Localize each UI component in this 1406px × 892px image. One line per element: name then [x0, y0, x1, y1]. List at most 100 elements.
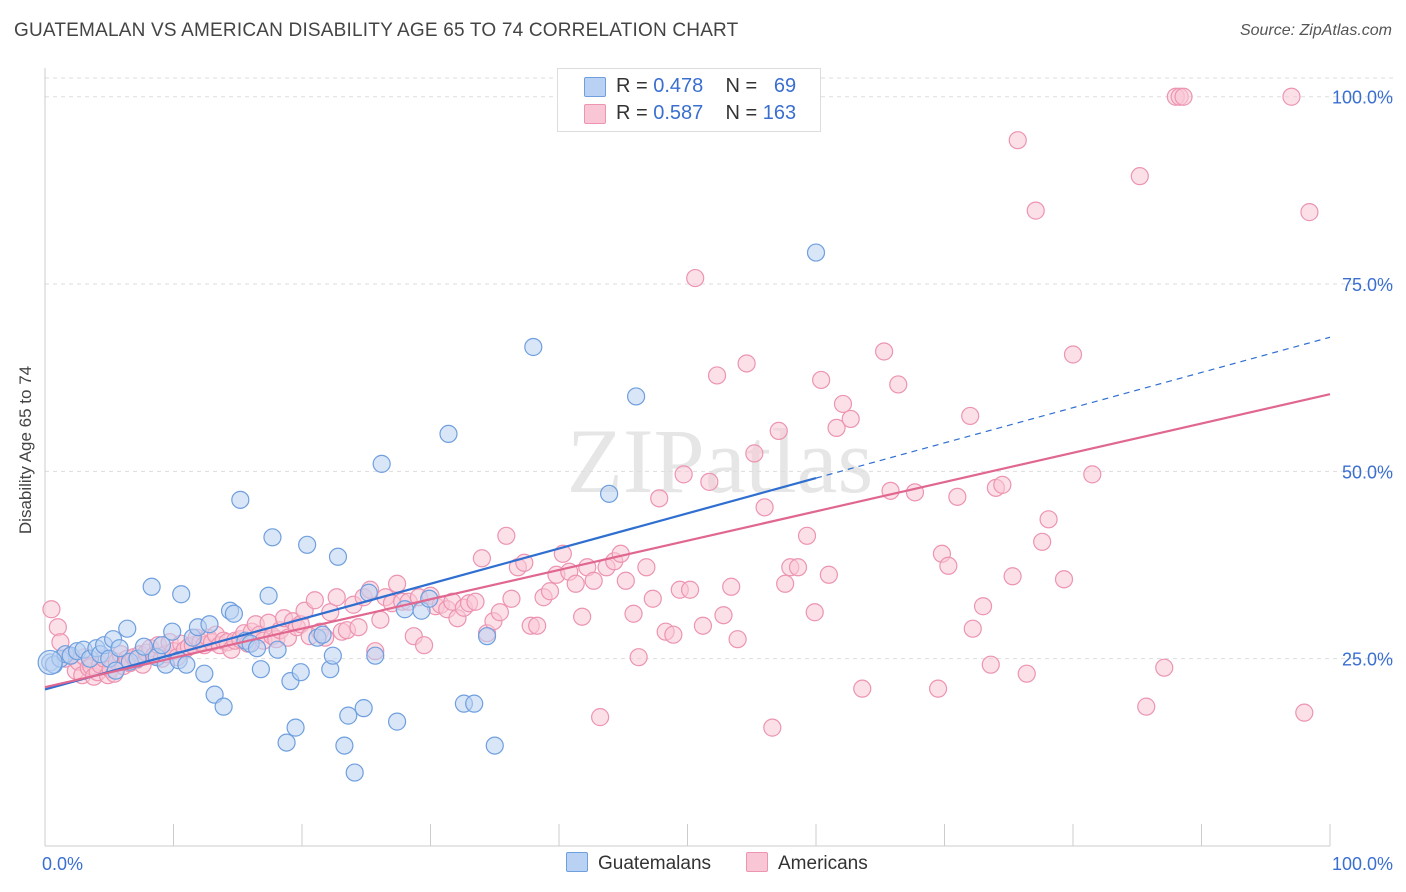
- americans-point: [674, 465, 693, 484]
- legend-n-label: N =: [725, 102, 758, 124]
- americans-point: [737, 354, 756, 373]
- guatemalans-point: [286, 718, 305, 737]
- americans-point: [769, 421, 788, 441]
- americans-point: [714, 606, 733, 625]
- americans-point: [629, 648, 648, 667]
- americans-point: [948, 487, 967, 506]
- americans-point: [680, 580, 700, 599]
- legend-n-label: N =: [725, 75, 758, 97]
- guatemalans-swatch: [584, 77, 606, 97]
- americans-point: [650, 489, 669, 508]
- americans-point: [722, 577, 741, 596]
- guatemalans-point: [323, 646, 342, 665]
- chart-title: GUATEMALAN VS AMERICAN DISABILITY AGE 65…: [14, 20, 739, 41]
- x-tick-label-max: 100.0%: [1332, 854, 1393, 874]
- americans-trendline: [44, 393, 1331, 689]
- americans-point: [1026, 201, 1045, 220]
- americans-point: [497, 526, 516, 545]
- americans-point: [472, 549, 491, 568]
- x-tick-label-min: 0.0%: [42, 854, 83, 874]
- guatemalans-point: [152, 636, 172, 655]
- americans-point: [1033, 532, 1052, 551]
- americans-point: [371, 610, 390, 629]
- guatemalans-point: [339, 706, 358, 725]
- correlation-legend: R = 0.478 N = 69 R = 0.587 N = 163: [557, 68, 821, 132]
- guatemalans-point: [354, 699, 373, 718]
- guatemalans-point-cluster: [37, 649, 63, 676]
- guatemalans-point: [328, 547, 348, 566]
- americans-point: [490, 603, 509, 622]
- americans-point: [1282, 87, 1301, 106]
- guatemalans-point: [298, 535, 317, 554]
- americans-point: [686, 268, 705, 288]
- americans-point: [939, 556, 958, 575]
- americans-point: [387, 574, 407, 593]
- americans-point: [805, 603, 824, 622]
- guatemalans-point: [524, 337, 543, 357]
- americans-point: [700, 472, 719, 491]
- americans-point: [763, 718, 782, 737]
- y-tick-label: 100.0%: [1332, 88, 1393, 108]
- americans-point: [728, 630, 747, 649]
- guatemalans-point: [291, 663, 310, 682]
- americans-point: [502, 589, 521, 608]
- americans-point: [1063, 345, 1083, 364]
- americans-point: [1295, 703, 1314, 722]
- legend-r-label: R =: [616, 102, 648, 124]
- americans-point: [928, 679, 948, 698]
- americans-swatch: [584, 104, 606, 124]
- americans-point: [637, 558, 656, 577]
- americans-point: [993, 475, 1012, 494]
- americans-point: [528, 616, 547, 635]
- guatemalans-point: [263, 528, 282, 547]
- americans-point: [833, 394, 853, 414]
- americans-point: [573, 607, 592, 626]
- y-axis-label: Disability Age 65 to 74: [16, 365, 35, 535]
- guatemalans-point: [195, 664, 214, 683]
- americans-point: [853, 679, 872, 698]
- guatemalans-point: [110, 639, 129, 658]
- guatemalans-point: [247, 639, 267, 658]
- guatemalans-point: [313, 625, 332, 644]
- guatemalans-point: [485, 736, 504, 755]
- guatemalans-point: [163, 622, 182, 641]
- americans-point: [889, 375, 908, 394]
- americans-point: [875, 342, 894, 361]
- americans-point: [797, 526, 817, 545]
- guatemalans-point: [477, 627, 497, 646]
- americans-point: [1130, 167, 1149, 186]
- legend-r-label: R =: [616, 75, 648, 97]
- y-tick-label: 25.0%: [1342, 650, 1393, 670]
- americans-point: [305, 591, 324, 610]
- americans-point: [1003, 567, 1022, 586]
- americans-point: [42, 600, 61, 619]
- guatemalans-point: [177, 655, 196, 674]
- guatemalans-point: [372, 454, 391, 473]
- guatemalans-point: [345, 763, 364, 782]
- americans-point: [1017, 664, 1036, 683]
- guatemalans-point: [600, 484, 619, 503]
- bottom-legend-guatemalans: Guatemalans: [566, 852, 711, 875]
- americans-point: [827, 418, 846, 438]
- americans-point: [1174, 87, 1193, 106]
- americans-point: [776, 574, 795, 593]
- guatemalans-point: [259, 586, 278, 605]
- americans-point: [755, 498, 774, 517]
- guatemalans-point: [231, 490, 250, 509]
- guatemalans-point: [224, 604, 243, 623]
- americans-point: [788, 558, 808, 577]
- guatemalans-point: [626, 387, 646, 406]
- guatemalans-point: [142, 577, 161, 596]
- americans-point: [981, 655, 1000, 674]
- bottom-legend-americans: Americans: [746, 852, 868, 875]
- americans-point: [540, 582, 560, 601]
- americans-point: [819, 565, 838, 584]
- americans-point: [745, 444, 764, 463]
- y-tick-label: 50.0%: [1342, 462, 1393, 482]
- guatemalans-point: [251, 660, 270, 679]
- source-label: Source: ZipAtlas.com: [1239, 22, 1392, 39]
- legend-n-value: 163: [762, 102, 797, 124]
- americans-point: [466, 592, 485, 611]
- guatemalans-point: [366, 646, 385, 665]
- guatemalans-point: [172, 585, 191, 604]
